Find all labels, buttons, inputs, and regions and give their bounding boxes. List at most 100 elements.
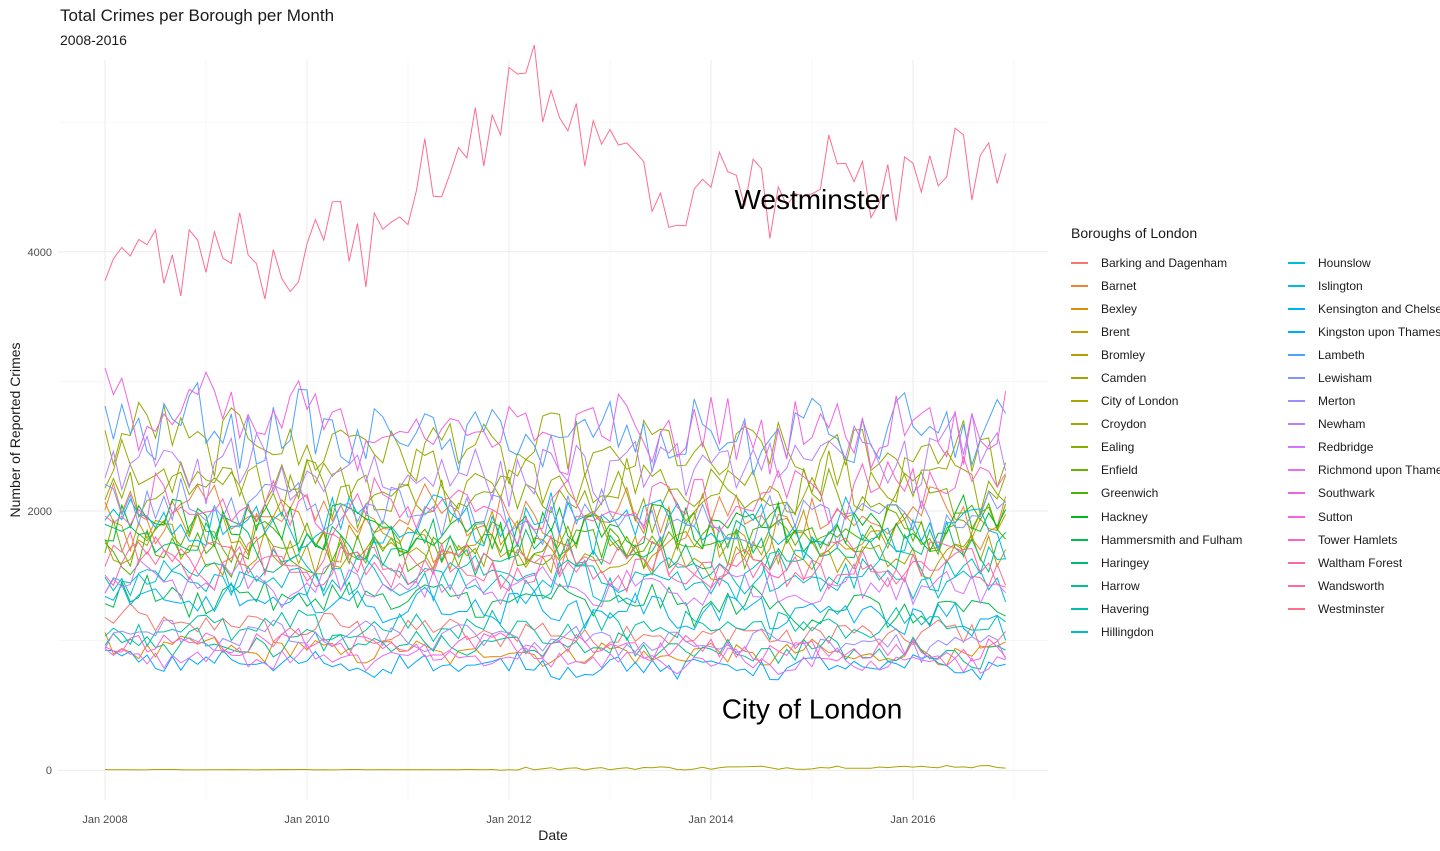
legend-item: Camden (1071, 366, 1288, 389)
legend-label: Ealing (1101, 440, 1135, 455)
chart-subtitle: 2008-2016 (60, 32, 127, 48)
legend-item: Bromley (1071, 343, 1288, 366)
series-line-southwark (104, 367, 1007, 476)
legend-key (1071, 538, 1088, 541)
legend-key (1071, 307, 1088, 310)
legend-label: Westminster (1318, 601, 1385, 616)
legend-label: Greenwich (1101, 486, 1159, 501)
legend-item: Hammersmith and Fulham (1071, 528, 1288, 551)
series-line-sutton (104, 627, 1006, 667)
series-line-wandsworth (104, 530, 1007, 590)
legend-item: Westminster (1288, 597, 1440, 620)
legend-key (1288, 307, 1305, 310)
legend-item: Kensington and Chelsea (1288, 297, 1440, 320)
legend-item: Brent (1071, 320, 1288, 343)
series-line-lewisham (104, 478, 1006, 551)
legend-item: Newham (1288, 413, 1440, 436)
legend-label: Haringey (1101, 555, 1150, 570)
series-line-city-of-london (104, 764, 1006, 771)
x-tick-label: Jan 2010 (284, 814, 329, 826)
y-axis-title: Number of Reported Crimes (7, 342, 23, 517)
legend-item: Barnet (1071, 274, 1288, 297)
legend-label: Southwark (1318, 486, 1375, 501)
legend-columns: Barking and Dagenham Barnet Bexley Brent Bro… (1071, 251, 1440, 644)
series-line-greenwich (104, 502, 1006, 579)
legend-label: Brent (1101, 324, 1130, 339)
legend-key (1288, 400, 1305, 403)
legend-label: Richmond upon Thames (1318, 463, 1440, 478)
legend-key (1288, 607, 1305, 610)
legend-key (1071, 423, 1088, 426)
legend-key (1288, 353, 1305, 356)
legend-label: Tower Hamlets (1318, 532, 1398, 547)
legend-label: Merton (1318, 394, 1356, 409)
legend-key (1071, 446, 1088, 449)
series-line-tower-hamlets (104, 455, 1007, 545)
legend-label: Kingston upon Thames (1318, 324, 1440, 339)
legend-key (1071, 284, 1088, 287)
legend-item: Merton (1288, 390, 1440, 413)
legend-label: City of London (1101, 394, 1179, 409)
legend-label: Hammersmith and Fulham (1101, 532, 1243, 547)
series-line-croydon (104, 438, 1007, 522)
series-line-havering (104, 606, 1006, 648)
x-axis-title: Date (538, 827, 568, 843)
legend-label: Croydon (1101, 417, 1147, 432)
legend-key (1071, 353, 1088, 356)
legend-key (1288, 284, 1305, 287)
legend-item: Enfield (1071, 459, 1288, 482)
y-tick-label: 2000 (28, 506, 52, 518)
legend-item: Waltham Forest (1288, 551, 1440, 574)
legend-item: Ealing (1071, 436, 1288, 459)
legend-label: Bexley (1101, 301, 1138, 316)
legend-key (1071, 261, 1088, 264)
series-line-bexley (104, 632, 1006, 667)
legend-title: Boroughs of London (1071, 225, 1198, 241)
legend-label: Redbridge (1318, 440, 1374, 455)
series-line-westminster (104, 44, 1007, 300)
chart-title: Total Crimes per Borough per Month (60, 6, 335, 25)
legend-item: Hackney (1071, 505, 1288, 528)
series-line-waltham-forest (104, 535, 1006, 594)
series-line-kingston-upon-thames (104, 649, 1006, 681)
legend-label: Barking and Dagenham (1101, 255, 1228, 270)
x-tick-label: Jan 2008 (82, 814, 127, 826)
legend-label: Waltham Forest (1318, 555, 1403, 570)
legend-key (1288, 492, 1305, 495)
x-tick-label: Jan 2016 (890, 814, 935, 826)
x-tick-label: Jan 2014 (688, 814, 733, 826)
legend-key (1071, 607, 1088, 610)
legend-key (1071, 330, 1088, 333)
legend-item: Redbridge (1288, 436, 1440, 459)
legend-label: Islington (1318, 278, 1363, 293)
annotation-city-of-london: City of London (722, 693, 903, 724)
legend-key (1288, 538, 1305, 541)
series-line-lambeth (104, 381, 1007, 476)
legend-item: Tower Hamlets (1288, 528, 1440, 551)
legend-key (1288, 584, 1305, 587)
legend-key (1071, 492, 1088, 495)
legend-item: Lambeth (1288, 343, 1440, 366)
series-line-merton (104, 619, 1007, 664)
legend-key (1071, 377, 1088, 380)
legend-column-2: Hounslow Islington Kensington and Chelsea K… (1288, 251, 1440, 644)
legend-label: Hackney (1101, 509, 1148, 524)
legend-item: Lewisham (1288, 366, 1440, 389)
legend-item: Hillingdon (1071, 621, 1288, 644)
line-chart: 0 2000 4000 Jan 2008 Jan 2010 Jan 2012 Jan 201… (7, 44, 1048, 843)
legend-label: Lewisham (1318, 371, 1373, 386)
series-line-camden (104, 401, 1007, 498)
legend-item: Croydon (1071, 413, 1288, 436)
legend-item: Bexley (1071, 297, 1288, 320)
legend-key (1288, 330, 1305, 333)
legend-label: Wandsworth (1318, 578, 1385, 593)
legend-key (1288, 469, 1305, 472)
legend-label: Lambeth (1318, 347, 1365, 362)
legend-key (1071, 469, 1088, 472)
legend: Boroughs of London Barking and Dagenham B… (1071, 225, 1440, 644)
legend-label: Kensington and Chelsea (1318, 301, 1440, 316)
legend-label: Sutton (1318, 509, 1353, 524)
legend-key (1071, 561, 1088, 564)
legend-key (1288, 261, 1305, 264)
legend-item: Hounslow (1288, 251, 1440, 274)
